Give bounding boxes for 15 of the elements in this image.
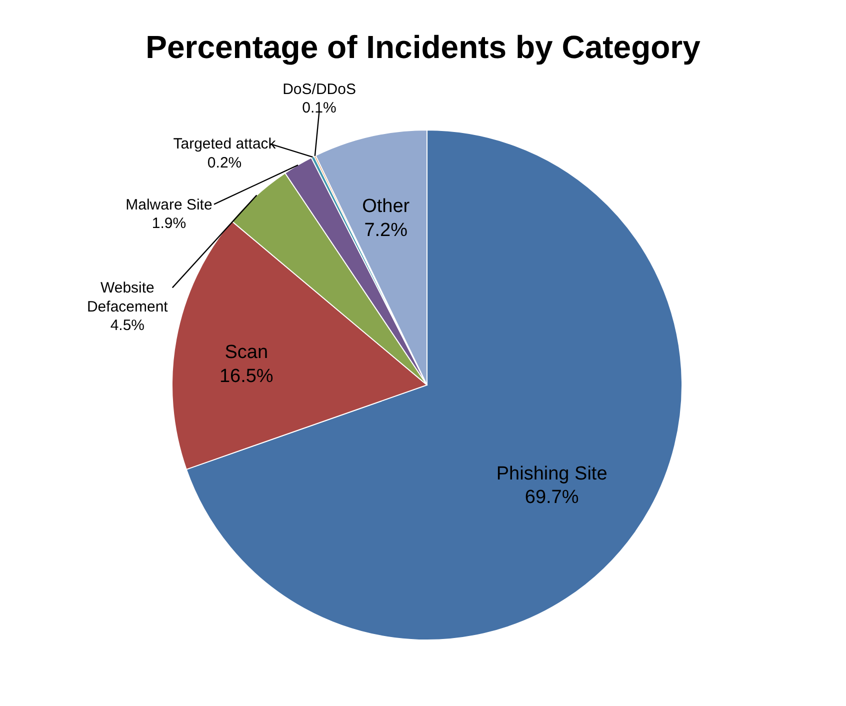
slice-label: Other: [362, 196, 410, 218]
data-label: 7.2%: [364, 220, 408, 241]
slice-label: DoS/DDoS: [282, 80, 356, 98]
data-label: 0.1%: [302, 100, 336, 117]
slice-label: Phishing Site: [496, 463, 608, 484]
chart-title: Percentage of Incidents by Category: [146, 29, 701, 65]
data-label: 16.5%: [219, 366, 274, 387]
data-label: 1.9%: [152, 215, 186, 232]
data-label: 4.5%: [110, 317, 145, 334]
slice-label: Website Defacement: [86, 280, 169, 316]
slice-label: Malware Site: [126, 196, 212, 214]
data-label: 69.7%: [524, 487, 579, 508]
slice-label: Targeted attack: [173, 136, 276, 153]
slice-label: Scan: [224, 342, 268, 364]
data-label: 0.2%: [207, 154, 242, 172]
